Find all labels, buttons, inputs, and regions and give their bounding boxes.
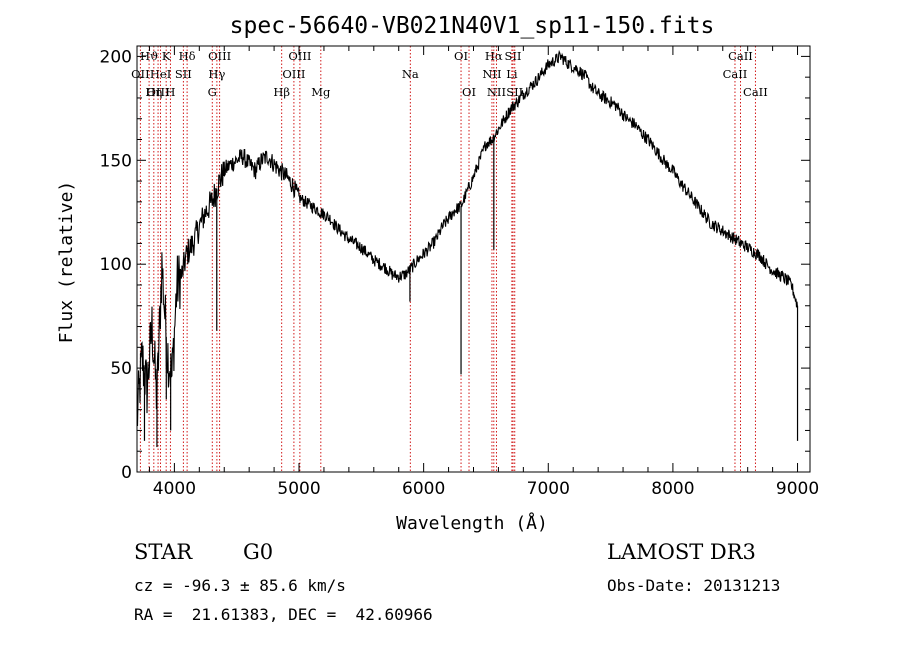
observation-date: Obs-Date: 20131213	[607, 576, 781, 595]
y-tick-label: 150	[100, 151, 132, 171]
spectral-line-label: SII	[505, 49, 522, 63]
y-tick-label: 50	[110, 359, 132, 379]
x-axis-label: Wavelength (Å)	[396, 512, 548, 534]
x-tick-label: 6000	[402, 479, 445, 499]
spectral-line-label: OII	[131, 67, 150, 81]
spectral-line-label: SII	[175, 67, 192, 81]
spectral-line-label: OI	[462, 85, 476, 99]
object-subclass: G0	[243, 540, 274, 564]
spectral-line-label: Mg	[311, 85, 331, 99]
x-tick-label: 7000	[527, 479, 570, 499]
spectral-line-label: H	[165, 85, 175, 99]
spectral-line-label: Na	[402, 67, 419, 81]
x-tick-label: 8000	[651, 479, 694, 499]
spectral-line-label: Li	[506, 67, 518, 81]
spectral-line-label: CaII	[743, 85, 768, 99]
y-tick-label: 100	[100, 255, 132, 275]
x-tick-label: 9000	[776, 479, 819, 499]
spectral-line-label: OIII	[288, 49, 311, 63]
spectral-line-label: Hγ	[208, 67, 225, 81]
y-axis-label: Flux (relative)	[56, 181, 77, 344]
chart-title: spec-56640-VB021N40V1_sp11-150.fits	[230, 13, 715, 39]
object-class: STAR	[134, 540, 193, 564]
x-tick-label: 5000	[277, 479, 320, 499]
spectral-line-label: NII	[487, 85, 506, 99]
x-tick-label: 4000	[153, 479, 196, 499]
spectral-line-label: CaII	[723, 67, 748, 81]
spectral-line-label: OIII	[282, 67, 305, 81]
spectral-line-label: Hβ	[273, 85, 290, 99]
spectral-line-label: Hϑ	[140, 49, 158, 63]
redshift-cz: cz = -96.3 ± 85.6 km/s	[134, 576, 346, 595]
flux-series-line	[136, 49, 799, 427]
survey-name: LAMOST DR3	[607, 540, 756, 564]
spectral-line-label: Hα	[485, 49, 503, 63]
y-tick-label: 0	[121, 463, 132, 483]
spectral-line-label: K	[162, 49, 171, 63]
spectral-line-label: G	[208, 85, 217, 99]
y-tick-label: 200	[100, 47, 132, 67]
spectral-line-label: HeI	[150, 67, 171, 81]
spectral-line-label: OIII	[147, 85, 170, 99]
spectral-line-label: OIII	[208, 49, 231, 63]
coordinates: RA = 21.61383, DEC = 42.60966	[134, 605, 433, 624]
absorption-dips	[143, 136, 799, 448]
spectral-line-label: SII	[506, 85, 523, 99]
spectral-line-label: NII	[482, 67, 501, 81]
spectral-line-label: OI	[454, 49, 468, 63]
spectral-line-label: Hη	[145, 85, 162, 99]
spectral-line-label: Hδ	[179, 49, 196, 63]
axis-ticks: 4000 5000 6000 7000 8000 9000 0 50 100 150 200	[100, 46, 819, 499]
spectral-line-label: CaII	[728, 49, 753, 63]
plot-frame	[136, 45, 811, 473]
